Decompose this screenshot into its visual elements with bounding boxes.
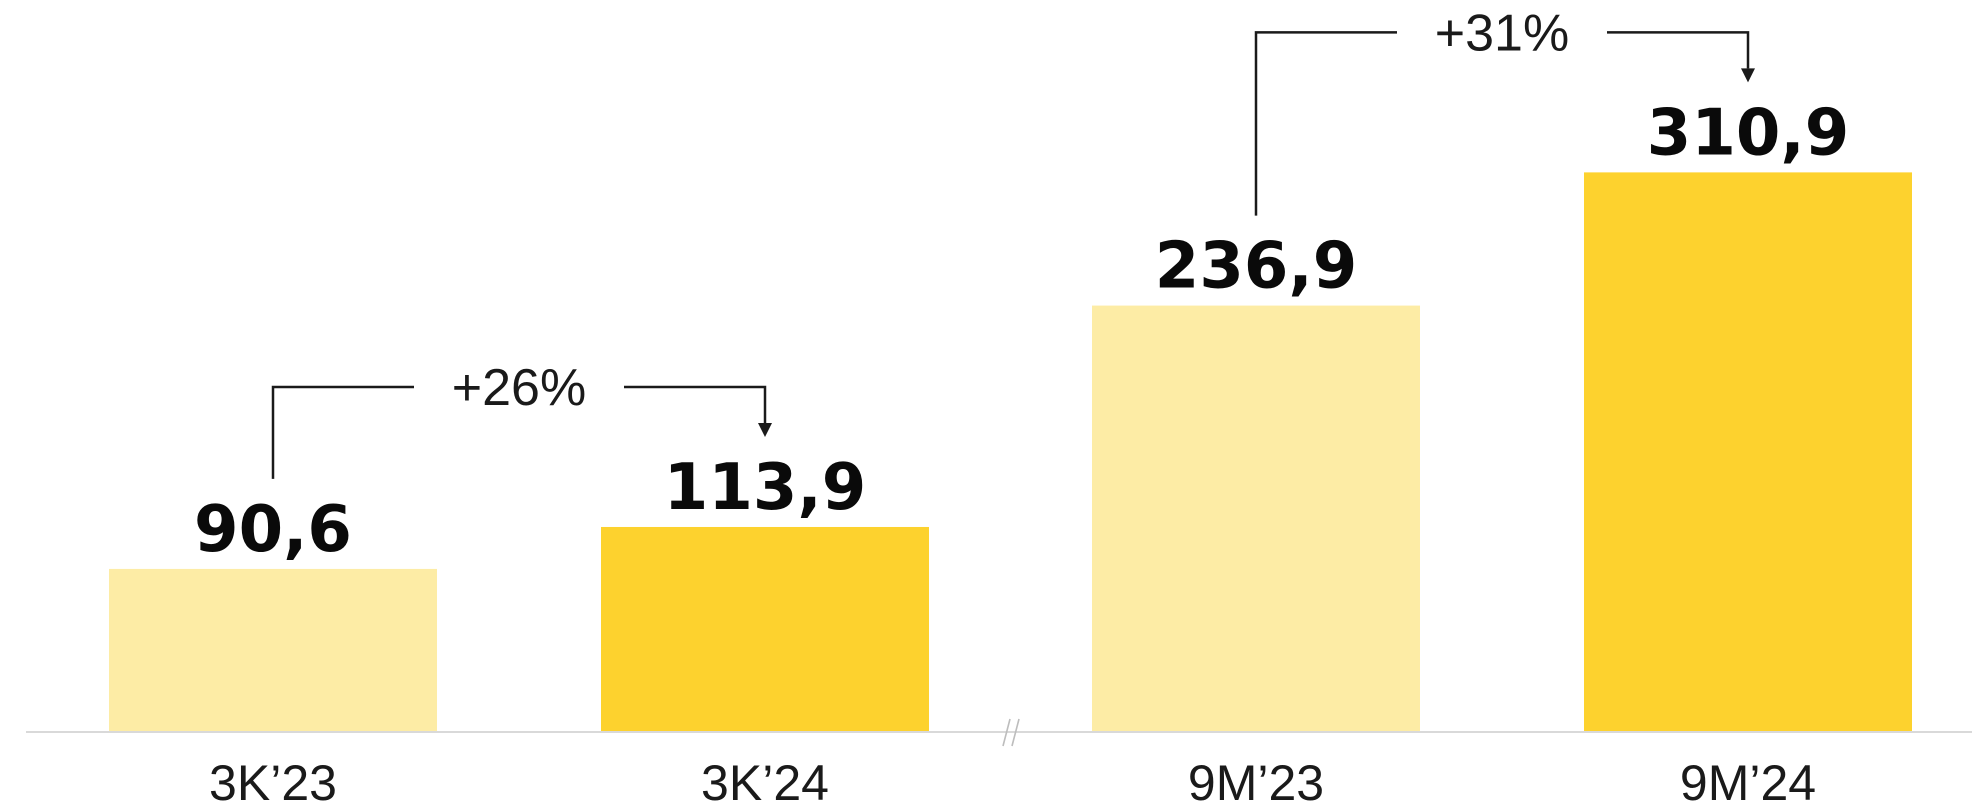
bar-1 <box>109 568 437 732</box>
bar-3 <box>1092 305 1420 732</box>
growth-label-2: +31% <box>1435 4 1569 62</box>
growth-connector-left-1 <box>271 385 414 479</box>
value-label-3: 236,9 <box>1155 230 1357 304</box>
value-label-2: 113,9 <box>664 451 866 525</box>
category-label-2: 3K’24 <box>701 755 829 807</box>
value-label-1: 90,6 <box>194 493 352 567</box>
category-labels: 3K’23 3K’24 9M’23 9M’24 <box>209 755 1816 807</box>
growth-annotations: +26% +31% <box>271 4 1755 479</box>
growth-arrow-1 <box>758 422 772 437</box>
value-label-4: 310,9 <box>1647 96 1849 170</box>
axis-break-mark <box>1002 718 1020 747</box>
value-labels: 90,6 113,9 236,9 310,9 <box>194 96 1849 567</box>
bars <box>109 172 1912 732</box>
growth-label-1: +26% <box>452 359 586 417</box>
category-label-3: 9M’23 <box>1188 755 1324 807</box>
growth-connector-right-1 <box>624 385 767 423</box>
growth-connector-left-2 <box>1254 31 1397 216</box>
growth-connector-right-2 <box>1607 31 1750 69</box>
growth-arrow-2 <box>1741 68 1755 83</box>
bar-2 <box>601 526 929 732</box>
bar-4 <box>1584 172 1912 732</box>
category-label-1: 3K’23 <box>209 755 337 807</box>
category-label-4: 9M’24 <box>1680 755 1816 807</box>
